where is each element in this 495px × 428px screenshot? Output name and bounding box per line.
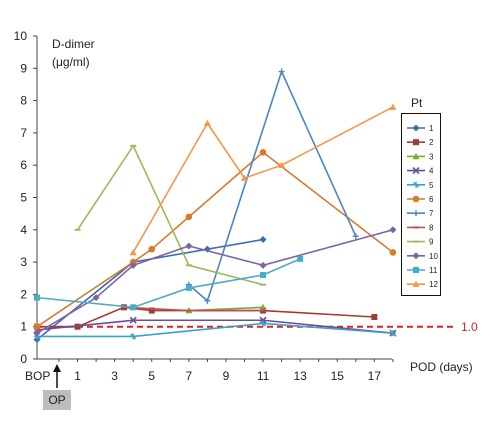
- x-tick-label: 7: [186, 369, 193, 383]
- series-line-1: [36, 238, 264, 341]
- x-tick-label: 9: [223, 369, 230, 383]
- data-point-11: [185, 284, 192, 291]
- data-point-10: [389, 226, 397, 234]
- legend-label-10: 10: [429, 252, 438, 261]
- legend-marker-1: [412, 124, 420, 132]
- x-tick-label: 13: [293, 369, 307, 383]
- reference-line-label: 1.0: [461, 320, 478, 334]
- x-tick-label: 3: [111, 369, 118, 383]
- y-tick-label: 9: [20, 61, 27, 75]
- data-point-6: [259, 148, 267, 156]
- data-point-4: [129, 316, 137, 324]
- series-line-10: [36, 229, 394, 334]
- op-arrow-head: [53, 364, 61, 372]
- series-line-6: [36, 151, 394, 328]
- series-line-5: [37, 322, 393, 338]
- data-point-12: [203, 119, 211, 127]
- data-point-10: [129, 261, 137, 269]
- legend-marker-6: [412, 195, 420, 203]
- legend-label-12: 12: [429, 280, 438, 289]
- x-axis-label: POD (days): [410, 360, 473, 374]
- legend-label-3: 3: [429, 152, 434, 161]
- y-tick-label: 5: [20, 191, 27, 205]
- legend-marker-3: [412, 152, 420, 160]
- series-line-4: [36, 319, 393, 334]
- series-line-9: [76, 144, 264, 286]
- data-point-11: [34, 294, 40, 301]
- y-tick-label: 8: [20, 94, 27, 108]
- legend-title: Pt: [411, 96, 423, 110]
- data-point-10: [33, 329, 41, 337]
- data-point-7: [278, 68, 285, 75]
- x-tick-label: 15: [331, 369, 345, 383]
- legend-label-1: 1: [429, 124, 434, 133]
- op-marker-box: OP: [43, 390, 71, 410]
- data-point-11: [260, 272, 267, 279]
- data-point-2: [148, 307, 155, 314]
- data-point-6: [389, 249, 397, 256]
- x-tick-label: 5: [148, 369, 155, 383]
- legend: [401, 113, 441, 296]
- x-tick-label: 11: [257, 369, 270, 383]
- data-point-3: [259, 303, 267, 311]
- data-point-2: [371, 314, 378, 321]
- legend-label-8: 8: [429, 223, 434, 232]
- data-point-1: [259, 235, 267, 243]
- data-point-10: [185, 242, 193, 250]
- data-point-6: [33, 323, 41, 331]
- data-point-5: [389, 330, 396, 337]
- y-axis-unit: (μg/ml): [52, 55, 90, 69]
- data-point-12: [129, 248, 137, 256]
- legend-label-5: 5: [429, 181, 434, 190]
- legend-label-9: 9: [429, 238, 434, 247]
- data-point-6: [185, 213, 193, 221]
- legend-marker-10: [412, 252, 420, 260]
- data-point-7: [352, 233, 359, 240]
- data-point-11: [130, 304, 137, 311]
- data-point-12: [241, 174, 248, 181]
- data-point-5: [130, 333, 137, 340]
- data-point-11: [297, 255, 304, 262]
- y-tick-label: 10: [14, 29, 28, 43]
- data-point-12: [389, 103, 397, 110]
- x-tick-label: BOP: [25, 369, 50, 383]
- legend-marker-2: [413, 139, 419, 146]
- y-tick-label: 2: [20, 287, 27, 301]
- data-point-10: [259, 261, 267, 269]
- series-line-7: [188, 69, 357, 303]
- y-tick-label: 1: [20, 320, 27, 334]
- legend-marker-7: [413, 210, 419, 217]
- y-axis-label: D-dimer: [52, 37, 95, 51]
- legend-label-2: 2: [429, 138, 434, 147]
- y-tick-label: 7: [20, 126, 27, 140]
- legend-marker-11: [413, 267, 419, 273]
- legend-label-4: 4: [429, 167, 434, 176]
- data-point-6: [148, 245, 156, 253]
- legend-label-11: 11: [429, 266, 438, 275]
- legend-label-7: 7: [429, 209, 434, 218]
- data-point-12: [278, 161, 286, 168]
- legend-marker-12: [412, 280, 420, 287]
- data-point-10: [92, 294, 100, 302]
- data-point-5: [260, 320, 267, 327]
- y-tick-label: 4: [20, 223, 27, 237]
- y-tick-label: 0: [20, 352, 27, 366]
- x-tick-label: 1: [74, 369, 81, 383]
- y-tick-label: 6: [20, 158, 27, 172]
- data-point-7: [204, 297, 211, 304]
- legend-label-6: 6: [429, 195, 434, 204]
- legend-marker-4: [412, 167, 420, 175]
- data-point-2: [74, 323, 81, 330]
- x-tick-label: 17: [368, 369, 382, 383]
- y-tick-label: 3: [20, 255, 27, 269]
- legend-marker-5: [413, 181, 419, 188]
